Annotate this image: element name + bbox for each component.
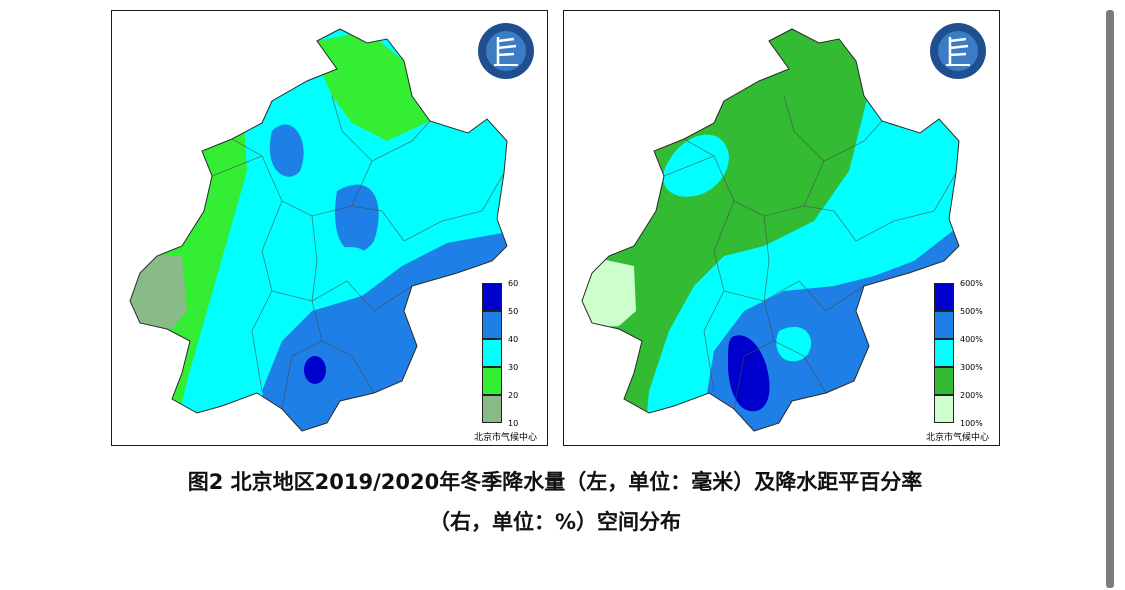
- legend-tick-label: 60: [508, 279, 519, 288]
- precipitation-legend: 60 50 40 30 20 10: [482, 279, 540, 431]
- figure-caption-line1: 图2 北京地区2019/2020年冬季降水量（左，单位：毫米）及降水距平百分率: [187, 470, 923, 494]
- legend-swatch: [482, 395, 502, 423]
- precipitation-map: [129, 28, 508, 432]
- legend-swatch: [934, 283, 954, 311]
- legend-swatch: [482, 367, 502, 395]
- legend-swatch: [482, 283, 502, 311]
- legend-swatch: [934, 311, 954, 339]
- legend-tick-label: 100%: [960, 419, 983, 428]
- legend-swatch: [482, 311, 502, 339]
- figure-caption-line2: （右，单位：%）空间分布: [428, 510, 682, 534]
- legend-tick-label: 10: [508, 419, 519, 428]
- anomaly-legend: 600% 500% 400% 300% 200% 100%: [934, 279, 992, 431]
- legend-tick-label: 400%: [960, 335, 983, 344]
- legend-tick-label: 500%: [960, 307, 983, 316]
- legend-swatch: [934, 395, 954, 423]
- legend-tick-label: 20: [508, 391, 519, 400]
- legend-tick-label: 50: [508, 307, 519, 316]
- map-source-label: 北京市气候中心: [925, 433, 989, 443]
- legend-tick-label: 600%: [960, 279, 983, 288]
- legend-swatch: [934, 367, 954, 395]
- legend-tick-label: 30: [508, 363, 519, 372]
- precipitation-map-panel: 60 50 40 30 20 10 北京市气候中心: [111, 10, 548, 446]
- legend-tick-label: 200%: [960, 391, 983, 400]
- anomaly-map: [581, 28, 960, 432]
- map-source-label: 北京市气候中心: [473, 433, 537, 443]
- legend-tick-label: 300%: [960, 363, 983, 372]
- legend-swatch: [482, 339, 502, 367]
- scrollbar[interactable]: [1106, 10, 1114, 588]
- weather-service-logo-icon: [930, 23, 986, 79]
- legend-tick-label: 40: [508, 335, 519, 344]
- weather-service-logo-icon: [478, 23, 534, 79]
- anomaly-map-panel: 600% 500% 400% 300% 200% 100% 北京市气候中心: [563, 10, 1000, 446]
- legend-swatch: [934, 339, 954, 367]
